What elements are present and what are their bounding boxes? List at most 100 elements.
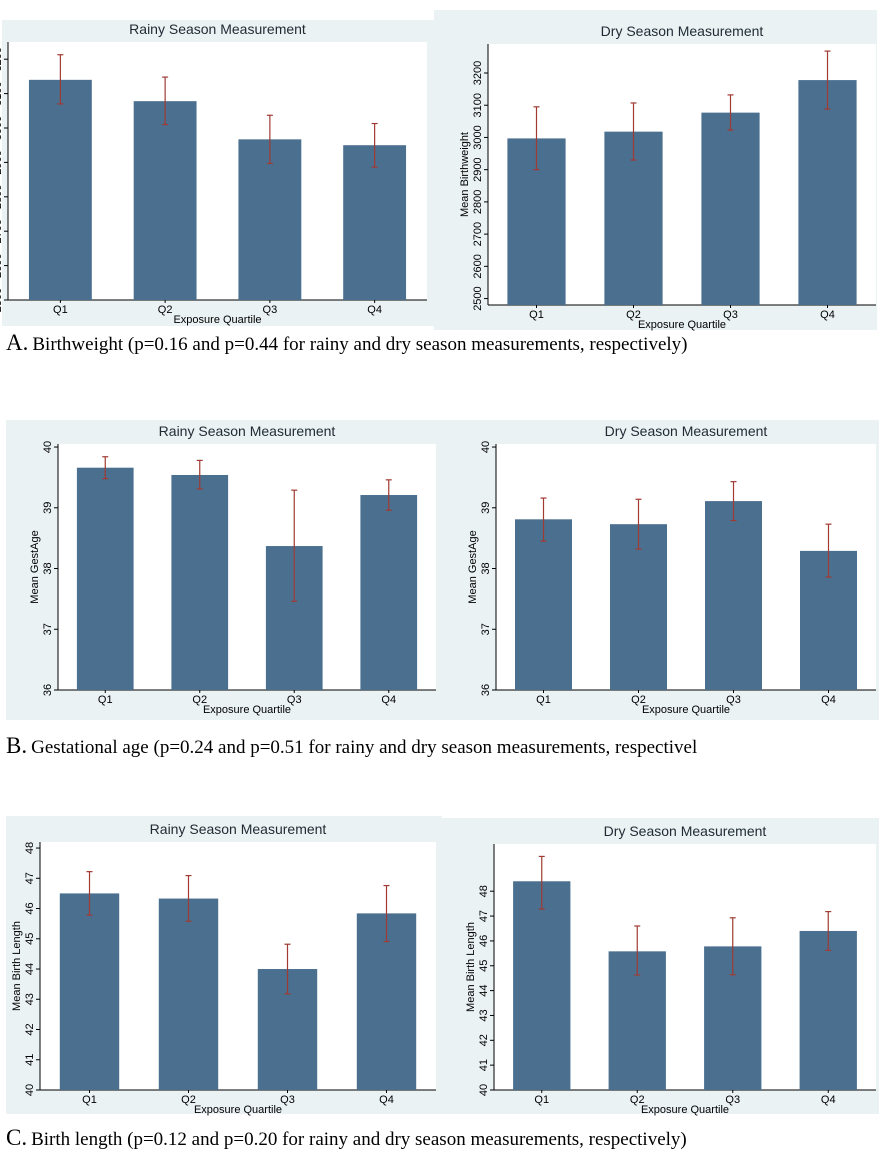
caption-a: A. Birthweight (p=0.16 and p=0.44 for rai… <box>6 330 688 356</box>
bar <box>515 519 572 690</box>
y-axis-label: Mean GestAge <box>29 530 41 603</box>
x-tick-label: Q2 <box>626 309 641 321</box>
caption-a-text: Birthweight (p=0.16 and p=0.44 for rainy… <box>32 334 688 355</box>
y-tick-label: 42 <box>478 1034 490 1046</box>
x-axis-label: Exposure Quartile <box>638 319 726 331</box>
y-tick-label: 41 <box>24 1054 36 1066</box>
rainy-birth-length-chart: Rainy Season Measurement 40 41 42 43 44 45 46 47… <box>11 821 436 1116</box>
x-tick-label: Q1 <box>529 309 544 321</box>
x-axis-label: Exposure Quartile <box>641 1104 729 1116</box>
x-tick-label: Q1 <box>534 1094 549 1106</box>
chart-title: Rainy Season Measurement <box>129 21 306 37</box>
y-tick-label: 44 <box>24 963 36 975</box>
y-tick-label: 2800 <box>0 185 4 209</box>
y-tick-label: 45 <box>24 933 36 945</box>
y-tick-label: 45 <box>478 960 490 972</box>
caption-b: B. Gestational age (p=0.24 and p=0.51 for… <box>6 733 697 759</box>
y-tick-label: 3100 <box>0 81 4 105</box>
y-tick-label: 2500 <box>0 288 4 312</box>
y-tick-label: 2700 <box>0 219 4 243</box>
y-tick-label: 3100 <box>472 93 484 117</box>
bar <box>133 101 197 300</box>
y-tick-label: 40 <box>480 441 492 453</box>
y-tick-label: 38 <box>42 562 54 574</box>
x-tick-label: Q3 <box>263 304 278 316</box>
y-tick-label: 48 <box>24 842 36 854</box>
y-tick-label: 40 <box>478 1084 490 1096</box>
x-tick-label: Q4 <box>381 694 396 706</box>
x-tick-label: Q4 <box>821 1094 836 1106</box>
y-tick-label: 47 <box>478 910 490 922</box>
x-tick-label: Q2 <box>630 1094 645 1106</box>
bar <box>513 881 571 1090</box>
y-tick-label: 2900 <box>472 157 484 181</box>
y-tick-label: 2900 <box>0 150 4 174</box>
y-tick-label: 43 <box>24 993 36 1005</box>
y-tick-label: 39 <box>42 502 54 514</box>
rainy-birthweight-chart: Rainy Season Measurement 2500 2600 2700 2800… <box>0 21 427 326</box>
caption-c: C. Birth length (p=0.12 and p=0.20 for ra… <box>6 1125 687 1151</box>
bar <box>705 501 762 690</box>
caption-b-text: Gestational age (p=0.24 and p=0.51 for r… <box>31 737 698 758</box>
y-tick-label: 38 <box>480 562 492 574</box>
x-tick-label: Q1 <box>536 694 551 706</box>
chart-title: Dry Season Measurement <box>604 823 767 839</box>
x-tick-label: Q1 <box>82 1094 97 1106</box>
caption-c-letter: C. <box>6 1125 28 1150</box>
x-tick-label: Q2 <box>192 694 207 706</box>
y-tick-label: 3000 <box>472 125 484 149</box>
bar <box>59 893 120 1090</box>
chart-title: Rainy Season Measurement <box>159 423 336 439</box>
y-tick-label: 2500 <box>472 286 484 310</box>
caption-c-text: Birth length (p=0.12 and p=0.20 for rain… <box>31 1129 687 1150</box>
y-axis-label: Mean Birth Length <box>11 921 23 1011</box>
y-tick-label: 37 <box>42 623 54 635</box>
x-axis-label: Exposure Quartile <box>203 704 291 716</box>
dry-birthweight-chart: Dry Season Measurement 2500 2600 2700 2800 29… <box>459 23 876 331</box>
y-tick-label: 3200 <box>472 61 484 85</box>
x-axis-label: Exposure Quartile <box>194 1104 282 1116</box>
dry-gestational-age-chart: Dry Season Measurement 36 37 38 39 40 Mean Ges… <box>467 423 876 716</box>
dry-birth-length-chart: Dry Season Measurement 40 41 42 43 44 45 46 47 48… <box>465 823 876 1116</box>
x-tick-label: Q4 <box>367 304 382 316</box>
y-tick-label: 2600 <box>472 254 484 278</box>
x-tick-label: Q2 <box>158 304 173 316</box>
x-tick-label: Q2 <box>631 694 646 706</box>
y-tick-label: 41 <box>478 1059 490 1071</box>
caption-a-letter: A. <box>6 330 29 355</box>
y-tick-label: 2600 <box>0 253 4 277</box>
x-axis-label: Exposure Quartile <box>173 314 261 326</box>
rainy-gestational-age-chart: Rainy Season Measurement 36 37 38 39 40 Mean G… <box>29 423 436 716</box>
y-tick-label: 44 <box>478 984 490 996</box>
y-tick-label: 43 <box>478 1009 490 1021</box>
y-tick-label: 46 <box>478 935 490 947</box>
y-tick-label: 40 <box>24 1084 36 1096</box>
y-tick-label: 36 <box>42 684 54 696</box>
x-tick-label: Q3 <box>280 1094 295 1106</box>
bar <box>343 145 407 300</box>
bar <box>610 524 667 690</box>
chart-title: Dry Season Measurement <box>601 23 764 39</box>
y-tick-label: 47 <box>24 872 36 884</box>
chart-title: Rainy Season Measurement <box>150 821 327 837</box>
y-axis-label: Mean Birth Length <box>465 922 477 1012</box>
y-tick-label: 39 <box>480 502 492 514</box>
y-tick-label: 3000 <box>0 116 4 140</box>
y-tick-label: 2800 <box>472 190 484 214</box>
x-tick-label: Q4 <box>379 1094 394 1106</box>
y-tick-label: 3200 <box>0 47 4 71</box>
bar <box>28 79 92 300</box>
bar <box>799 930 857 1090</box>
chart-title: Dry Season Measurement <box>605 423 768 439</box>
x-tick-label: Q4 <box>821 694 836 706</box>
y-tick-label: 46 <box>24 902 36 914</box>
x-tick-label: Q2 <box>181 1094 196 1106</box>
x-tick-label: Q3 <box>726 694 741 706</box>
x-tick-label: Q3 <box>287 694 302 706</box>
caption-b-letter: B. <box>6 733 28 758</box>
x-axis-label: Exposure Quartile <box>642 704 730 716</box>
y-tick-label: 48 <box>478 885 490 897</box>
x-tick-label: Q1 <box>53 304 68 316</box>
bar <box>158 898 219 1090</box>
x-tick-label: Q3 <box>723 309 738 321</box>
